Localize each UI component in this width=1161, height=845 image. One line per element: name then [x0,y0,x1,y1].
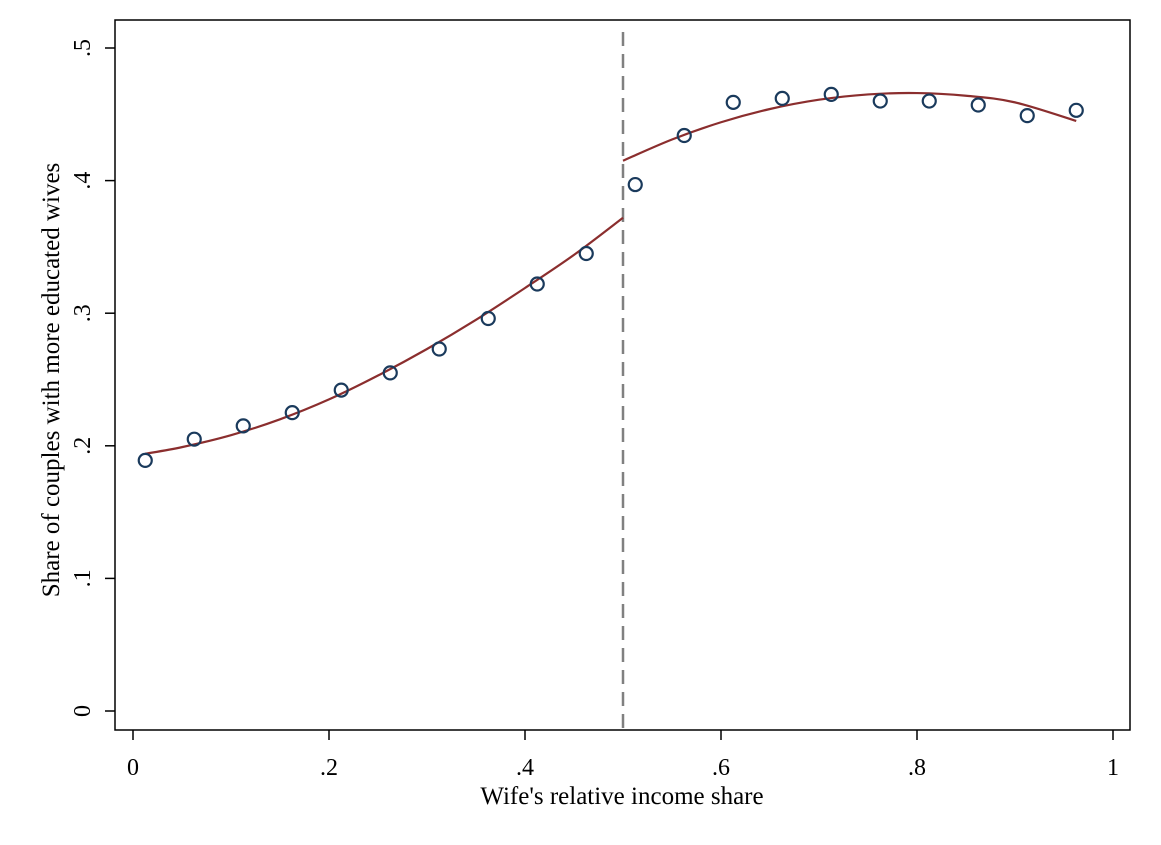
y-axis-title: Share of couples with more educated wive… [38,163,65,598]
x-axis-ticks: 0 .2 .4 .6 .8 1 [127,730,1119,781]
x-tick-label: 0 [127,755,139,781]
x-tick-label: .4 [516,755,534,781]
scatter-point [235,418,251,434]
scatter-point [480,310,496,327]
x-tick-label: .8 [908,755,926,781]
scatter-point [627,176,643,193]
y-tick-label: .3 [70,304,96,322]
y-tick-label: 0 [70,705,96,717]
x-axis-title: Wife's relative income share [480,783,763,810]
fit-curve-1 [145,216,624,455]
scatter-point [1068,102,1084,118]
y-tick-label: .2 [70,437,96,455]
scatter-point [382,365,398,381]
scatter-point [137,452,153,468]
scatter-point [823,86,839,103]
plot-frame [114,19,1131,731]
fit-curve-2 [622,91,1077,162]
y-tick-label: .1 [70,569,96,587]
scatter-point [186,431,202,447]
scatter-point [774,90,790,106]
fitted-curves [145,91,1077,455]
scatter-point [284,405,300,421]
scatter-point [676,127,692,144]
y-tick-label: .5 [70,39,96,57]
scatter-point [970,97,986,113]
scatter-point [333,382,349,398]
binned-scatter-points [137,86,1084,468]
x-tick-label: .2 [320,755,338,781]
x-tick-label: .6 [712,755,730,781]
y-tick-label: .4 [70,172,96,190]
x-tick-label: 1 [1107,755,1119,781]
scatter-point [921,93,937,109]
scatter-point [872,93,888,109]
y-axis-ticks: 0 .1 .2 .3 .4 .5 [70,39,115,717]
scatter-point [1019,108,1035,124]
scatter-point [529,276,545,292]
scatter-point [578,245,594,262]
scatter-point [431,341,447,357]
scatter-point [725,94,741,110]
